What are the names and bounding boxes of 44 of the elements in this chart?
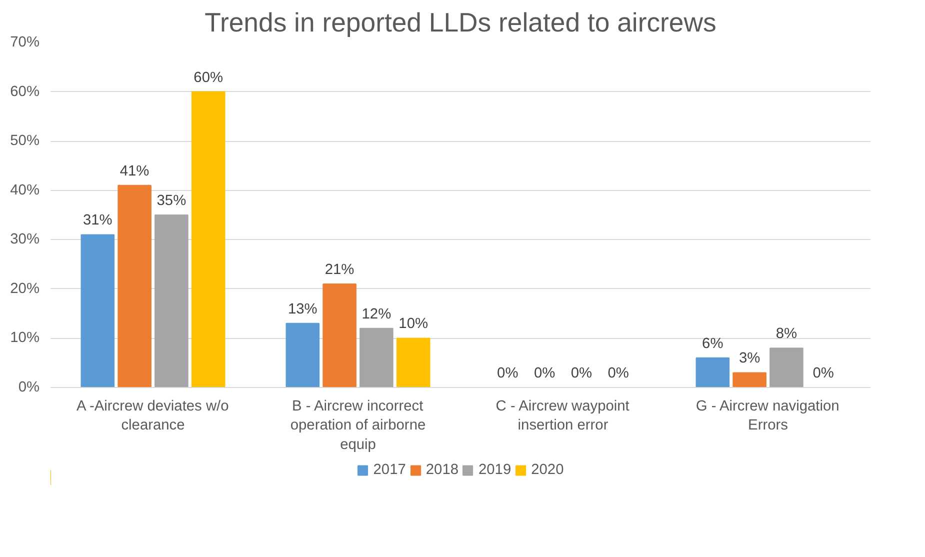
bar — [191, 91, 226, 388]
bar — [396, 338, 430, 388]
bar — [732, 372, 766, 388]
bar — [322, 284, 356, 388]
y-tick-label: 40% — [10, 182, 40, 198]
data-label: 13% — [288, 301, 318, 318]
x-tick-label: B - Aircrew incorrect operation of airborne equip — [290, 398, 426, 453]
data-label: 0% — [534, 366, 556, 382]
legend-label: 2017 — [373, 462, 406, 478]
x-tick-label: G - Aircrew navigation Errors — [696, 398, 840, 434]
chart-title: Trends in reported LLDs related to aircrews — [204, 8, 716, 38]
data-label: 0% — [570, 366, 592, 382]
y-tick-label: 10% — [10, 330, 40, 346]
data-label: 31% — [82, 212, 112, 229]
bar — [770, 348, 804, 388]
x-tick-label: C - Aircrew waypoint insertion error — [496, 398, 630, 434]
data-label: 0% — [608, 366, 629, 382]
bar — [360, 328, 394, 388]
bar — [696, 357, 730, 388]
legend-label: 2019 — [478, 462, 512, 478]
bar — [286, 322, 320, 388]
y-tick-label: 30% — [10, 232, 40, 248]
x-tick-label: A -Aircrew deviates w/o clearance — [76, 398, 229, 434]
data-label: 21% — [324, 262, 354, 278]
data-label: 0% — [812, 366, 834, 382]
y-tick-label: 50% — [10, 133, 40, 150]
legend-label: 2020 — [531, 462, 564, 478]
y-tick-label: 0% — [18, 380, 40, 396]
data-label: 8% — [776, 326, 798, 342]
data-label: 3% — [738, 350, 760, 367]
data-label: 10% — [398, 316, 428, 332]
bar — [154, 214, 188, 388]
bar — [118, 184, 152, 388]
data-label: 12% — [362, 306, 392, 322]
y-tick-label: 70% — [10, 34, 40, 50]
data-label: 60% — [194, 70, 224, 86]
data-label: 6% — [702, 336, 724, 352]
data-label: 0% — [497, 366, 518, 382]
y-tick-label: 20% — [10, 280, 40, 297]
bar — [80, 234, 115, 388]
legend-label: 2018 — [426, 462, 458, 478]
y-tick-label: 60% — [10, 84, 40, 100]
data-label: 35% — [156, 193, 186, 209]
data-label: 41% — [120, 163, 150, 180]
